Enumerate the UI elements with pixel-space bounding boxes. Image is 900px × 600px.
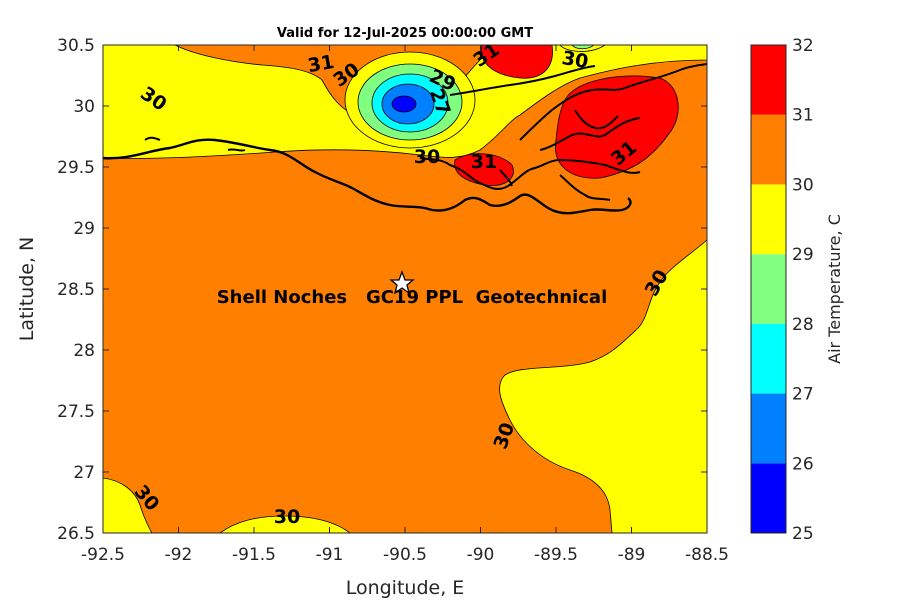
coastline: [103, 138, 632, 215]
colorbar-tick-label: 30: [792, 175, 814, 195]
colorbar: 32 31 30 29 28 27 26 25: [750, 36, 814, 544]
contour-fill-29-30-southeast: [499, 239, 707, 533]
x-tick-label: -89: [618, 545, 646, 565]
site-label: Shell Noches GC19 PPL Geotechnical: [217, 287, 608, 308]
colorbar-label: Air Temperature, C: [825, 214, 844, 364]
contour-fill-29-30-southwest: [103, 477, 153, 533]
x-tick-label: -91: [316, 545, 344, 565]
x-axis-label: Longitude, E: [346, 577, 465, 599]
contour-fill-31-32-north: [480, 45, 553, 79]
contour-fill-31-32-delta: [454, 153, 514, 186]
y-tick-label: 29.5: [57, 158, 95, 178]
y-axis: 30.5 30 29.5 29 28.5 28 27.5 27 26.5: [57, 36, 707, 544]
y-tick-label: 28: [73, 341, 95, 361]
contour-label: 30: [274, 506, 300, 528]
x-tick-label: -92: [165, 545, 193, 565]
x-tick-label: -89.5: [534, 545, 578, 565]
colorbar-tick-label: 26: [792, 454, 814, 474]
y-tick-label: 30.5: [57, 36, 95, 56]
figure-title: Valid for 12-Jul-2025 00:00:00 GMT: [277, 26, 533, 41]
colorbar-swatch: [751, 323, 786, 394]
contour-label: 31: [306, 51, 336, 77]
colorbar-swatch: [751, 393, 786, 464]
colorbar-tick-label: 28: [792, 315, 814, 335]
map-plot-area: 31 30 30 29 27 31 30 30 31 31 30 30 30 3…: [103, 45, 707, 533]
x-axis: -92.5 -92 -91.5 -91 -90.5 -90 -89.5 -89 -88.5: [81, 45, 729, 565]
x-tick-label: -91.5: [232, 545, 276, 565]
y-tick-label: 27: [73, 463, 95, 483]
contour-label: 30: [560, 47, 590, 73]
y-tick-label: 28.5: [57, 280, 95, 300]
y-tick-label: 26.5: [57, 524, 95, 544]
contour-label: 30: [414, 146, 440, 168]
y-axis-label: Latitude, N: [16, 237, 38, 342]
x-tick-label: -90.5: [383, 545, 427, 565]
contour-fill-25-26: [391, 95, 417, 113]
colorbar-tick-label: 32: [792, 36, 814, 56]
colorbar-tick-label: 31: [792, 106, 814, 126]
colorbar-tick-label: 29: [792, 245, 814, 265]
colorbar-swatch: [751, 463, 786, 533]
colorbar-frame: [750, 44, 787, 534]
contour-fill-29-30-south: [219, 515, 351, 533]
colorbar-swatch: [751, 184, 786, 255]
colorbar-tick-label: 25: [792, 524, 814, 544]
colorbar-swatch: [751, 45, 786, 115]
colorbar-swatch: [751, 254, 786, 324]
coastline-bayous: [144, 63, 707, 201]
y-tick-label: 27.5: [57, 402, 95, 422]
colorbar-swatch: [751, 114, 786, 185]
y-tick-label: 30: [73, 97, 95, 117]
colorbar-tick-label: 27: [792, 385, 814, 405]
star-icon: [389, 270, 415, 295]
x-tick-label: -88.5: [685, 545, 729, 565]
contour-label: 31: [471, 151, 497, 173]
x-tick-label: -90: [467, 545, 495, 565]
y-tick-label: 29: [73, 219, 95, 239]
x-tick-label: -92.5: [81, 545, 125, 565]
